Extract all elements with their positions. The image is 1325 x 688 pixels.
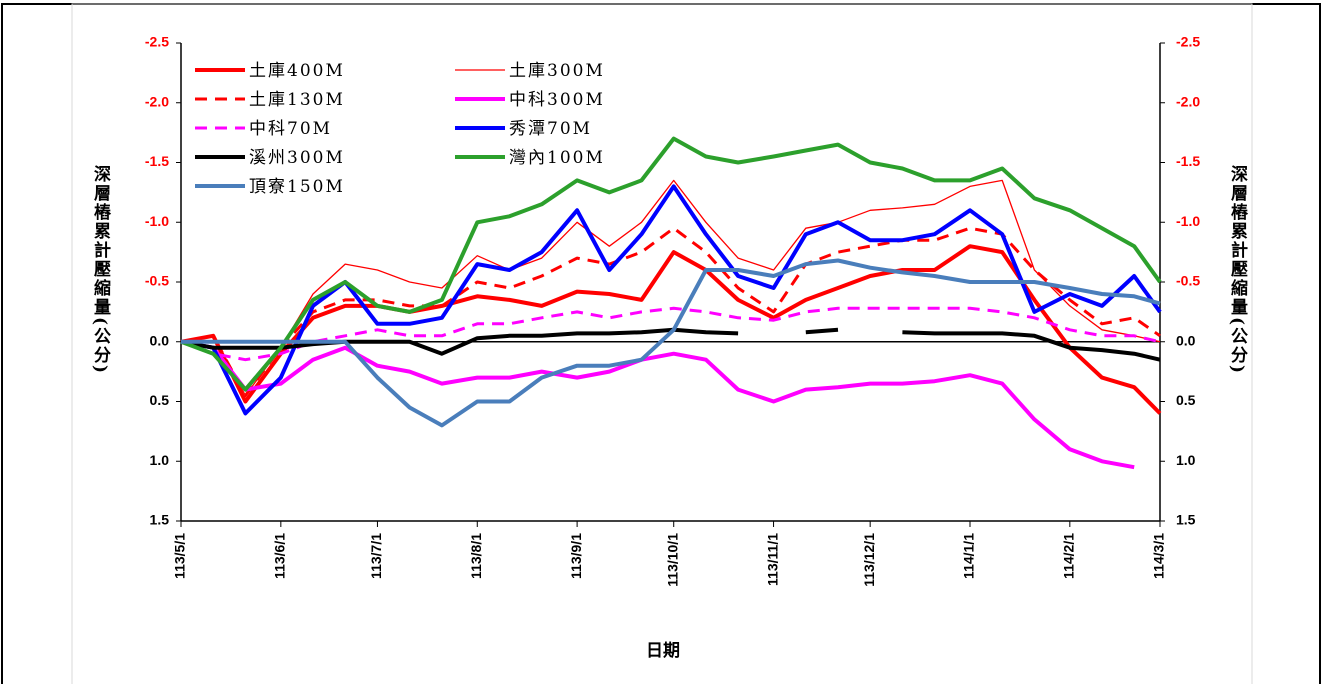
y-tick-label: -1.5: [145, 153, 169, 169]
series-line: [180, 327, 1161, 362]
y2-tick-label: -1.5: [1176, 153, 1200, 169]
series-line: [180, 136, 1162, 392]
y2-tick-label: 0.5: [1176, 392, 1196, 408]
x-tick-label: 114/2/1: [1061, 533, 1077, 579]
y2-tick-label: -2.0: [1176, 93, 1200, 109]
y-axis-label: 深層樁累計壓縮量(公分): [90, 164, 111, 375]
y-tick-label: -2.5: [145, 34, 169, 50]
y-tick-label: -1.0: [145, 213, 169, 229]
y-tick-label: -2.0: [145, 93, 169, 109]
y2-tick-label: -2.5: [1176, 34, 1200, 50]
series-line: [180, 184, 1162, 416]
legend-label: 中科70M: [249, 119, 332, 139]
legend-label: 秀潭70M: [509, 119, 592, 139]
x-tick-label: 113/5/1: [172, 533, 188, 579]
legend-label: 頂寮150M: [249, 177, 345, 197]
x-tick-label: 113/8/1: [468, 533, 484, 579]
y2-tick-label: 1.5: [1176, 512, 1196, 528]
y-tick-label: -0.5: [145, 273, 169, 289]
y2-axis-label: 深層樁累計壓縮量(公分): [1227, 164, 1248, 375]
y-tick-label: 0.0: [150, 332, 170, 348]
x-tick-label: 113/10/1: [664, 533, 680, 587]
x-tick-label: 113/12/1: [861, 533, 877, 587]
y2-tick-label: 0.0: [1176, 332, 1196, 348]
series-line: [181, 258, 1161, 428]
legend-label: 土庫300M: [509, 61, 605, 81]
series-line: [180, 339, 1135, 470]
x-axis-label: 日期: [646, 641, 680, 661]
x-tick-label: 113/9/1: [568, 533, 584, 579]
x-tick-label: 113/11/1: [764, 533, 780, 586]
y2-tick-label: 1.0: [1176, 452, 1196, 468]
y2-tick-label: -1.0: [1176, 213, 1200, 229]
legend-label: 中科300M: [509, 90, 605, 110]
legend-label: 灣內100M: [509, 148, 605, 168]
legend-label: 溪州300M: [249, 148, 345, 168]
y-tick-label: 0.5: [150, 392, 170, 408]
series-line: [180, 244, 1162, 415]
x-tick-label: 113/7/1: [368, 533, 384, 579]
series-line: [180, 179, 1161, 397]
x-tick-label: 114/3/1: [1151, 533, 1167, 579]
legend-label: 土庫130M: [249, 90, 345, 110]
series-line: [180, 306, 1161, 362]
x-tick-label: 114/1/1: [961, 533, 977, 579]
legend-label: 土庫400M: [249, 61, 345, 81]
x-tick-label: 113/6/1: [272, 533, 288, 579]
y-tick-label: 1.5: [150, 512, 170, 528]
y-tick-label: 1.0: [150, 452, 170, 468]
y2-tick-label: -0.5: [1176, 273, 1200, 289]
